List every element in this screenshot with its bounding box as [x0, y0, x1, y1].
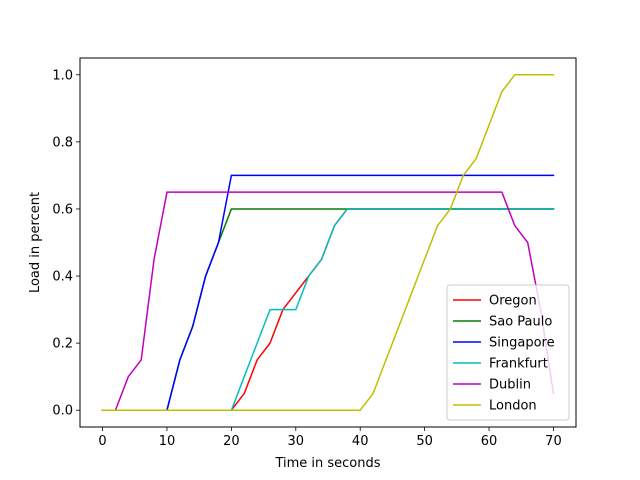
y-axis: 0.0 0.2 0.4 0.6 0.8 1.0 — [52, 68, 80, 419]
legend-box — [446, 284, 570, 421]
legend: Oregon Sao Paulo Singapore Frankfurt Dublin L… — [446, 284, 570, 421]
x-tick-label: 60 — [481, 434, 498, 449]
x-tick-label: 0 — [98, 434, 106, 449]
series-line-3 — [101, 208, 555, 411]
x-tick-label: 20 — [223, 434, 240, 449]
series-line-4 — [101, 191, 555, 411]
y-tick-label: 0.6 — [52, 202, 73, 217]
legend-entry-label: Frankfurt — [489, 357, 548, 372]
x-tick-label: 50 — [416, 434, 433, 449]
x-axis-label: Time in seconds — [274, 456, 380, 471]
y-tick-label: 0.8 — [52, 135, 73, 150]
series-line-5 — [101, 74, 555, 411]
plot-frame — [79, 57, 577, 428]
y-tick-label: 0.2 — [52, 337, 73, 352]
y-tick-label: 1.0 — [52, 68, 73, 83]
x-tick-label: 30 — [288, 434, 305, 449]
x-tick-label: 70 — [545, 434, 562, 449]
y-tick-label: 0.0 — [52, 404, 73, 419]
x-axis: 0 10 20 30 40 50 60 70 — [98, 427, 562, 449]
legend-entry-label: London — [489, 399, 537, 414]
y-tick-label: 0.4 — [52, 270, 73, 285]
legend-entry-label: Oregon — [489, 294, 537, 309]
legend-entry-label: Dublin — [489, 378, 531, 393]
y-axis-label: Load in percent — [28, 192, 43, 293]
legend-entry-label: Singapore — [489, 336, 555, 351]
legend-entry-label: Sao Paulo — [489, 315, 552, 330]
series-layer — [101, 74, 555, 411]
x-tick-label: 10 — [159, 434, 176, 449]
series-line-2 — [101, 174, 555, 411]
x-tick-label: 40 — [352, 434, 369, 449]
